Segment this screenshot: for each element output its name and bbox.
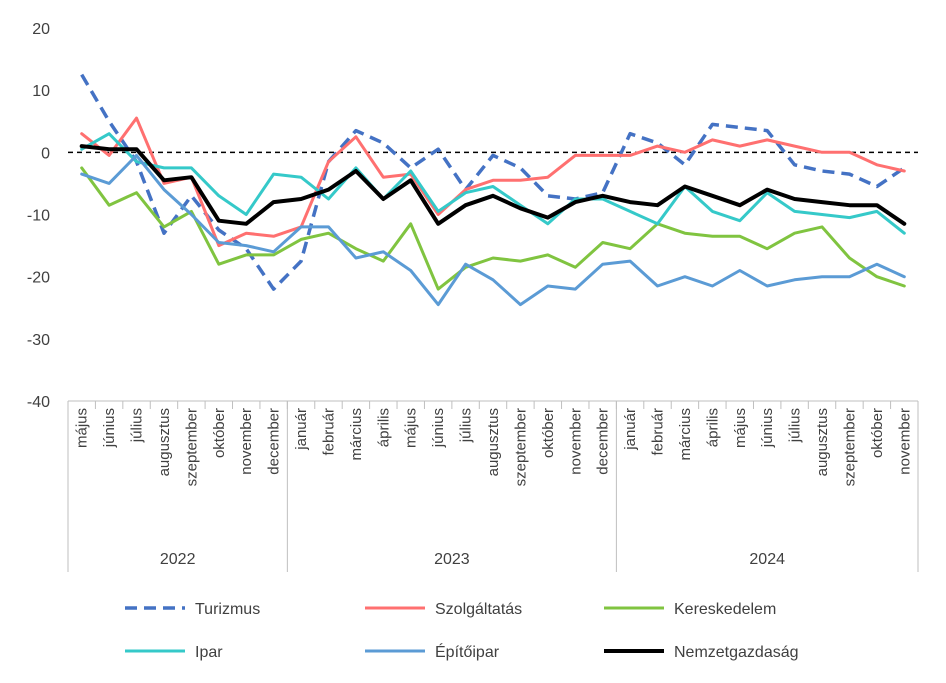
month-label: április bbox=[704, 408, 721, 447]
month-label: október bbox=[540, 408, 557, 458]
y-tick-label: 10 bbox=[32, 83, 50, 100]
y-tick-label: -30 bbox=[27, 332, 50, 349]
x-axis-year-labels: 2022 2023 2024 bbox=[160, 551, 785, 568]
year-label: 2024 bbox=[749, 551, 785, 568]
month-label: június bbox=[430, 408, 447, 448]
month-label: december bbox=[266, 408, 283, 475]
x-axis bbox=[67, 400, 919, 572]
month-label: október bbox=[211, 408, 228, 458]
series-line-építőipar bbox=[80, 153, 906, 307]
y-tick-label: 0 bbox=[41, 145, 50, 162]
month-label: december bbox=[595, 408, 612, 475]
month-label: május bbox=[732, 408, 749, 448]
month-label: március bbox=[348, 408, 365, 461]
month-label: június bbox=[759, 408, 776, 448]
series-line-turizmus bbox=[80, 73, 906, 291]
x-axis-month-labels: május június július augusztus szeptember októ… bbox=[74, 408, 914, 486]
year-label: 2022 bbox=[160, 551, 196, 568]
month-label: február bbox=[650, 408, 667, 456]
y-tick-label: -40 bbox=[27, 394, 50, 411]
y-tick-label: -20 bbox=[27, 270, 50, 287]
legend-label: Turizmus bbox=[195, 601, 260, 618]
month-label: szeptember bbox=[183, 408, 200, 486]
month-label: július bbox=[787, 408, 804, 443]
month-label: április bbox=[375, 408, 392, 447]
series-line-szolgáltatás bbox=[80, 116, 906, 248]
month-label: július bbox=[129, 408, 146, 443]
month-label: augusztus bbox=[814, 408, 831, 476]
month-label: június bbox=[101, 408, 118, 448]
y-tick-label: 20 bbox=[32, 21, 50, 38]
month-label: szeptember bbox=[512, 408, 529, 486]
year-label: 2023 bbox=[434, 551, 470, 568]
month-label: augusztus bbox=[156, 408, 173, 476]
month-label: július bbox=[458, 408, 475, 443]
legend-label: Szolgáltatás bbox=[435, 601, 522, 618]
month-label: november bbox=[567, 408, 584, 475]
month-label: május bbox=[74, 408, 91, 448]
series-line-kereskedelem bbox=[80, 166, 906, 291]
y-axis-tick-labels: 20 10 0 -10 -20 -30 -40 bbox=[27, 21, 50, 411]
legend-label: Építőipar bbox=[435, 642, 500, 661]
series-lines bbox=[79, 73, 907, 307]
month-label: május bbox=[403, 408, 420, 448]
month-label: november bbox=[238, 408, 255, 475]
legend-label: Ipar bbox=[195, 644, 223, 661]
legend: Turizmus Szolgáltatás Kereskedelem Ipar Épít… bbox=[125, 601, 799, 661]
legend-label: Kereskedelem bbox=[674, 601, 776, 618]
month-label: október bbox=[869, 408, 886, 458]
month-label: szeptember bbox=[841, 408, 858, 486]
y-tick-label: -10 bbox=[27, 208, 50, 225]
series-line-nemzetgazdaság bbox=[79, 144, 907, 226]
series-line-ipar bbox=[80, 132, 906, 235]
month-label: január bbox=[293, 408, 310, 451]
month-label: február bbox=[320, 408, 337, 456]
month-label: augusztus bbox=[485, 408, 502, 476]
legend-label: Nemzetgazdaság bbox=[674, 644, 799, 661]
month-label: március bbox=[677, 408, 694, 461]
month-label: január bbox=[622, 408, 639, 451]
month-label: november bbox=[896, 408, 913, 475]
